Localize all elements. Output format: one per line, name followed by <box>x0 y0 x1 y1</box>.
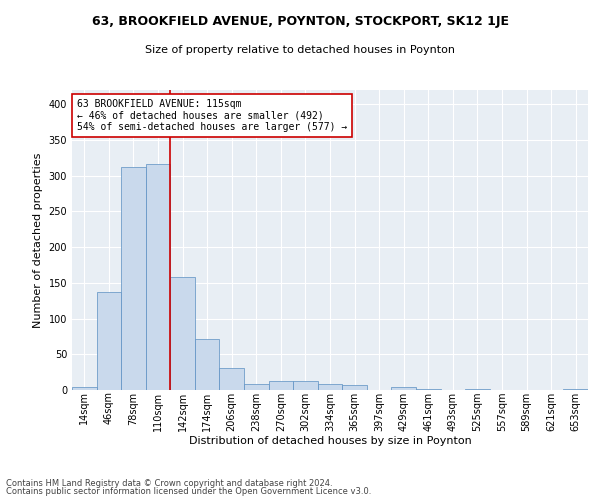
Text: Contains HM Land Registry data © Crown copyright and database right 2024.: Contains HM Land Registry data © Crown c… <box>6 478 332 488</box>
Bar <box>121 167 146 390</box>
Bar <box>318 384 342 390</box>
Y-axis label: Number of detached properties: Number of detached properties <box>33 152 43 328</box>
Bar <box>220 368 244 390</box>
X-axis label: Distribution of detached houses by size in Poynton: Distribution of detached houses by size … <box>188 436 472 446</box>
Bar <box>146 164 170 390</box>
Bar <box>416 388 440 390</box>
Bar <box>269 380 293 390</box>
Bar <box>293 380 318 390</box>
Bar <box>563 388 588 390</box>
Bar <box>97 292 121 390</box>
Bar <box>342 385 367 390</box>
Bar <box>170 277 195 390</box>
Text: 63 BROOKFIELD AVENUE: 115sqm
← 46% of detached houses are smaller (492)
54% of s: 63 BROOKFIELD AVENUE: 115sqm ← 46% of de… <box>77 99 347 132</box>
Bar <box>72 387 97 390</box>
Bar <box>391 387 416 390</box>
Bar <box>195 340 220 390</box>
Bar <box>244 384 269 390</box>
Text: Size of property relative to detached houses in Poynton: Size of property relative to detached ho… <box>145 45 455 55</box>
Text: Contains public sector information licensed under the Open Government Licence v3: Contains public sector information licen… <box>6 487 371 496</box>
Bar <box>465 388 490 390</box>
Text: 63, BROOKFIELD AVENUE, POYNTON, STOCKPORT, SK12 1JE: 63, BROOKFIELD AVENUE, POYNTON, STOCKPOR… <box>91 15 509 28</box>
